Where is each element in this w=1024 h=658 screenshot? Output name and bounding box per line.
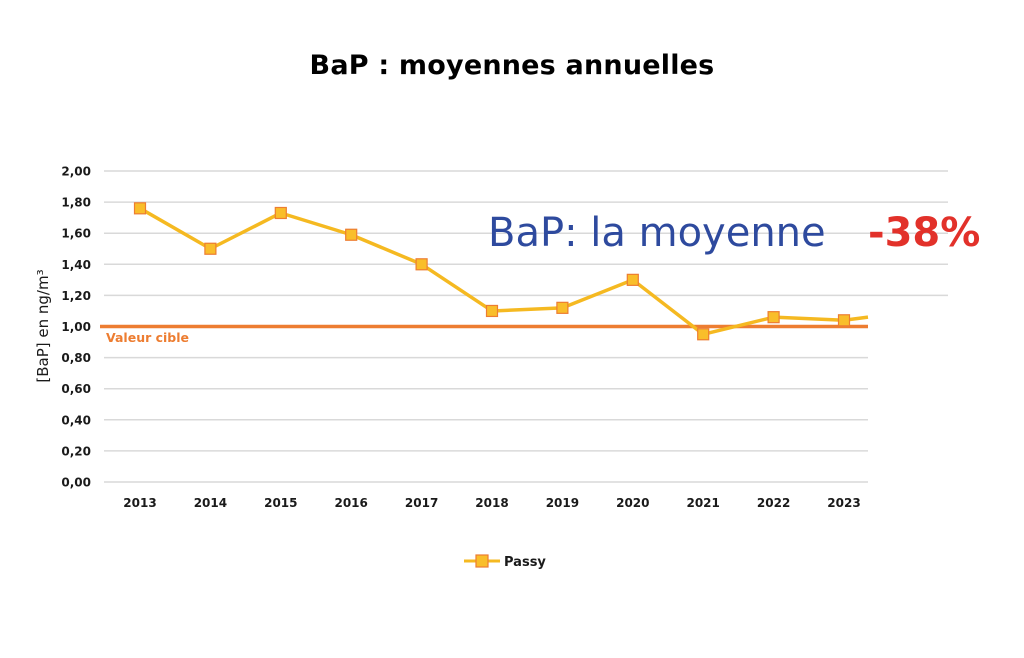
target-label: Valeur cible: [106, 330, 189, 345]
legend-marker-icon: [475, 554, 489, 568]
x-axis-ticks: 2013 2014 2015 2016 2017 2018 2019 2020 2021 2022…: [123, 496, 860, 510]
series-line: [139, 206, 869, 337]
y-tick-label: 0,80: [61, 351, 91, 365]
y-tick-label: 1,20: [61, 289, 91, 303]
y-tick-label: 1,80: [61, 196, 91, 210]
y-tick-label: 0,40: [61, 413, 91, 427]
x-tick-label: 2019: [546, 496, 579, 510]
y-tick-label: 1,60: [61, 227, 91, 241]
series-passy: [133, 202, 869, 341]
data-point-marker: [274, 206, 287, 220]
chart-title: BaP : moyennes annuelles: [309, 50, 715, 81]
y-tick-label: 0,00: [61, 476, 91, 490]
y-tick-label: 0,60: [61, 382, 91, 396]
x-tick-label: 2017: [405, 496, 438, 510]
annotation-text: BaP: la moyenne: [488, 210, 826, 256]
data-point-marker: [345, 228, 358, 241]
y-axis-ticks: 0,00 0,20 0,40 0,60 0,80 1,00 1,20 1,40 1,60 1,80…: [61, 165, 91, 490]
data-point-marker: [415, 258, 428, 271]
data-point-marker: [485, 304, 499, 318]
data-point-marker: [204, 242, 217, 255]
data-point-marker: [767, 311, 780, 324]
x-tick-label: 2021: [686, 496, 719, 510]
data-point-marker: [626, 273, 639, 286]
x-tick-label: 2018: [475, 496, 508, 510]
y-axis-label: [BaP] en ng/m³: [34, 269, 52, 382]
legend-label: Passy: [504, 555, 546, 570]
x-tick-label: 2020: [616, 496, 649, 510]
annotation-value: -38%: [868, 210, 980, 256]
data-point-marker: [837, 314, 851, 327]
legend: Passy: [464, 554, 546, 570]
data-point-marker: [697, 328, 710, 341]
x-tick-label: 2014: [194, 496, 227, 510]
x-tick-label: 2016: [334, 496, 367, 510]
x-tick-label: 2023: [827, 496, 860, 510]
y-tick-label: 1,00: [61, 320, 91, 334]
y-tick-label: 0,20: [61, 444, 91, 458]
data-point-marker: [556, 301, 569, 314]
x-tick-label: 2022: [757, 496, 790, 510]
x-tick-label: 2013: [123, 496, 156, 510]
y-tick-label: 1,40: [61, 258, 91, 272]
data-point-marker: [133, 202, 147, 215]
annotation: BaP: la moyenne -38%: [488, 210, 980, 256]
x-tick-label: 2015: [264, 496, 297, 510]
y-tick-label: 2,00: [61, 165, 91, 179]
